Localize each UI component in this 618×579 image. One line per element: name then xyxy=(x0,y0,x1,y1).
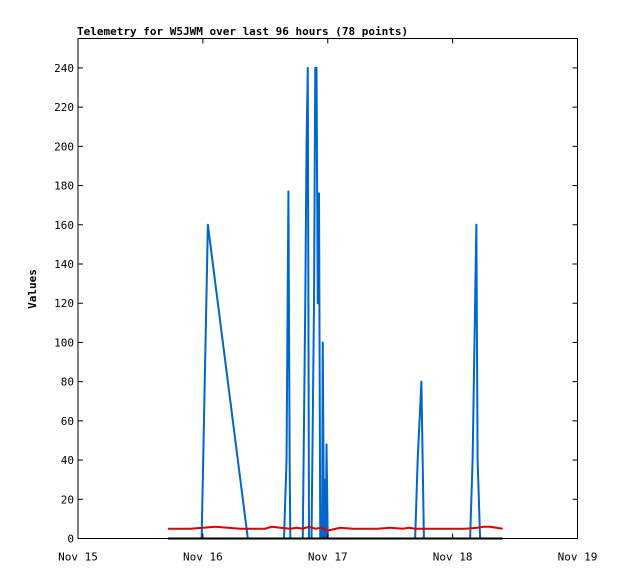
y-tick-label: 100 xyxy=(54,336,74,349)
x-tick-label: Nov 17 xyxy=(308,551,348,564)
chart-title: Telemetry for W5JWM over last 96 hours (… xyxy=(77,25,408,38)
y-tick-label: 60 xyxy=(61,415,74,428)
y-tick-label: 200 xyxy=(54,140,74,153)
y-tick-label: 240 xyxy=(54,62,74,75)
y-axis-ticks: 0 20 40 60 80 100 120 140 160 180 200 220 240 xyxy=(54,62,578,546)
y-tick-label: 120 xyxy=(54,297,74,310)
y-tick-label: 220 xyxy=(54,101,74,114)
y-tick-label: 80 xyxy=(61,376,74,389)
y-tick-label: 0 xyxy=(67,533,74,546)
y-axis-label: Values xyxy=(26,269,39,309)
x-tick-label: Nov 18 xyxy=(433,551,473,564)
x-tick-label: Nov 19 xyxy=(558,551,598,564)
y-tick-label: 180 xyxy=(54,180,74,193)
series-line-1 xyxy=(194,66,501,540)
y-tick-label: 160 xyxy=(54,219,74,232)
x-axis-ticks: Nov 15 Nov 16 Nov 17 Nov 18 Nov 19 xyxy=(58,38,598,564)
x-tick-label: Nov 16 xyxy=(183,551,223,564)
y-tick-label: 140 xyxy=(54,258,74,271)
series-layer xyxy=(167,66,503,540)
y-tick-label: 20 xyxy=(61,493,74,506)
y-tick-label: 40 xyxy=(61,454,74,467)
x-tick-label: Nov 15 xyxy=(58,551,98,564)
series-line-2 xyxy=(167,525,503,532)
